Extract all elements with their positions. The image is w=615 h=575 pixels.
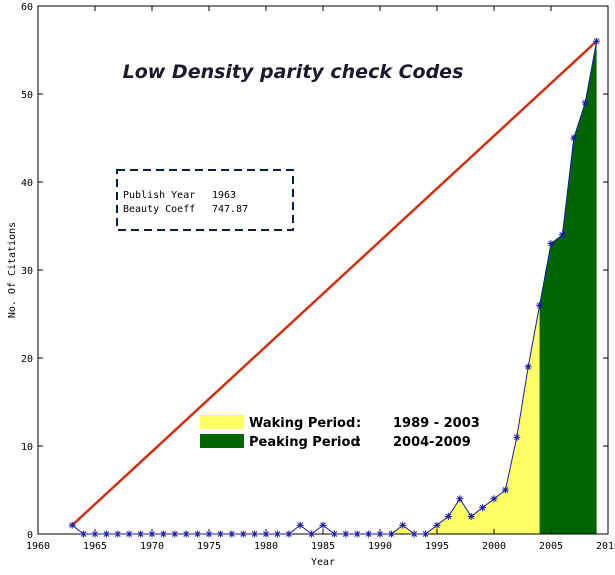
data-point-1987 <box>342 530 350 538</box>
x-axis-label: Year <box>311 557 335 568</box>
data-point-1986 <box>330 530 338 538</box>
data-point-1978 <box>239 530 247 538</box>
data-point-1995 <box>433 521 441 529</box>
x-tick-label-3: 1975 <box>197 541 221 552</box>
data-point-1996 <box>444 512 452 520</box>
data-point-1964 <box>80 530 88 538</box>
data-point-1972 <box>171 530 179 538</box>
data-point-1968 <box>125 530 133 538</box>
data-point-1988 <box>353 530 361 538</box>
data-point-1994 <box>422 530 430 538</box>
data-point-2008 <box>581 99 589 107</box>
legend-separator-waking: : <box>356 416 361 431</box>
data-point-1970 <box>148 530 156 538</box>
data-point-2005 <box>547 240 555 248</box>
legend-separator-peaking: : <box>356 435 361 450</box>
data-point-1969 <box>137 530 145 538</box>
y-tick-label-1: 10 <box>21 442 33 453</box>
y-tick-label-5: 50 <box>21 90 33 101</box>
data-point-1989 <box>365 530 373 538</box>
legend-range-waking: 1989 - 2003 <box>393 416 480 431</box>
x-tick-label-8: 2000 <box>482 541 506 552</box>
data-point-2001 <box>501 486 509 494</box>
data-point-2006 <box>558 231 566 239</box>
legend-range-peaking: 2004-2009 <box>393 435 471 450</box>
chart-title: Low Density parity check Codes <box>123 61 464 83</box>
y-tick-label-6: 60 <box>21 2 33 13</box>
y-axis-label: No. Of Citations <box>7 222 18 318</box>
shaded-area-1 <box>539 41 597 534</box>
data-point-1974 <box>194 530 202 538</box>
data-point-1973 <box>182 530 190 538</box>
y-tick-label-3: 30 <box>21 266 33 277</box>
data-point-1999 <box>479 504 487 512</box>
data-point-1971 <box>159 530 167 538</box>
data-point-1975 <box>205 530 213 538</box>
data-point-1992 <box>399 521 407 529</box>
title-layer: Low Density parity check Codes <box>123 61 464 83</box>
series-layer <box>68 37 601 538</box>
trend-layer <box>71 40 598 527</box>
data-point-1990 <box>376 530 384 538</box>
legend-label-waking: Waking Period <box>249 416 355 431</box>
trend-line <box>71 40 598 527</box>
x-tick-label-4: 1980 <box>254 541 278 552</box>
data-point-1966 <box>102 530 110 538</box>
y-tick-label-4: 40 <box>21 178 33 189</box>
info-publish-year-label: Publish Year <box>123 190 195 201</box>
x-tick-label-7: 1995 <box>425 541 449 552</box>
x-tick-label-9: 2005 <box>539 541 563 552</box>
data-point-1963 <box>68 521 76 529</box>
data-point-1993 <box>410 530 418 538</box>
data-point-1998 <box>467 512 475 520</box>
data-point-1976 <box>216 530 224 538</box>
info-box-border <box>116 169 294 231</box>
info-beauty-coeff-label: Beauty Coeff <box>123 204 195 215</box>
legend-label-peaking: Peaking Period <box>249 435 360 450</box>
data-point-1997 <box>456 495 464 503</box>
x-tick-label-5: 1985 <box>311 541 335 552</box>
x-tick-label-2: 1970 <box>140 541 164 552</box>
data-point-2007 <box>570 134 578 142</box>
data-point-1980 <box>262 530 270 538</box>
data-point-1991 <box>387 530 395 538</box>
y-tick-label-0: 0 <box>27 530 33 541</box>
info-publish-year-value: 1963 <box>212 190 236 201</box>
data-point-1983 <box>296 521 304 529</box>
info-box: Publish Year 1963 Beauty Coeff 747.87 <box>116 169 294 231</box>
data-point-1985 <box>319 521 327 529</box>
shaded-area-0 <box>380 305 540 534</box>
x-tick-label-0: 1960 <box>26 541 50 552</box>
data-point-2004 <box>536 301 544 309</box>
data-point-2009 <box>593 37 601 45</box>
data-point-2003 <box>524 363 532 371</box>
y-tick-label-2: 20 <box>21 354 33 365</box>
x-tick-label-1: 1965 <box>83 541 107 552</box>
data-point-2000 <box>490 495 498 503</box>
x-tick-label-6: 1990 <box>368 541 392 552</box>
legend: Waking Period : 1989 - 2003 Peaking Peri… <box>200 415 480 450</box>
info-beauty-coeff-value: 747.87 <box>212 204 248 215</box>
data-point-1979 <box>251 530 259 538</box>
data-point-1965 <box>91 530 99 538</box>
data-point-1977 <box>228 530 236 538</box>
data-point-1984 <box>308 530 316 538</box>
legend-swatch-peaking <box>200 434 244 448</box>
data-point-1967 <box>114 530 122 538</box>
axes: 1960 1965 1970 1975 1980 1985 1990 1995 2000 2005… <box>7 2 615 568</box>
legend-swatch-waking <box>200 415 244 429</box>
data-point-1981 <box>273 530 281 538</box>
shaded-areas <box>380 41 597 534</box>
data-point-1982 <box>285 530 293 538</box>
data-point-2002 <box>513 433 521 441</box>
